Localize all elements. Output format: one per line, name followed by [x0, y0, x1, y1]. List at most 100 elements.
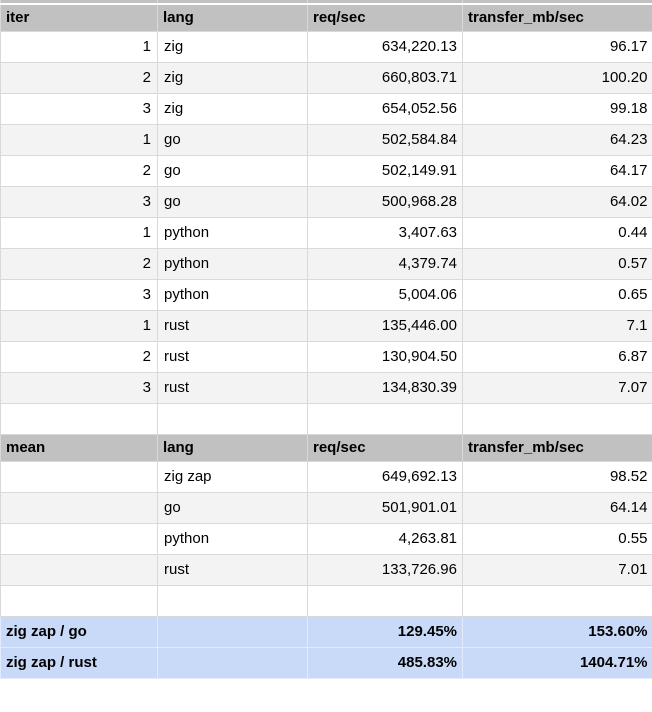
spacer-cell-req-sec[interactable] — [307, 403, 463, 435]
cell-transfer-mb-sec[interactable]: 96.17 — [462, 31, 652, 63]
cell-transfer-mb-sec[interactable]: 0.44 — [462, 217, 652, 249]
cell-req-sec[interactable]: 133,726.96 — [307, 554, 463, 586]
header-transfer-mb-sec[interactable]: transfer_mb/sec — [462, 4, 652, 32]
cell-lang[interactable] — [157, 616, 308, 648]
strip-cell-lang[interactable] — [157, 0, 308, 5]
cell-transfer-mb-sec[interactable]: 7.01 — [462, 554, 652, 586]
cell-lang[interactable]: zig — [157, 93, 308, 125]
cell-transfer-mb-sec[interactable]: 6.87 — [462, 341, 652, 373]
cell-lang[interactable]: zig zap — [157, 461, 308, 493]
spacer-cell-lang[interactable] — [157, 403, 308, 435]
header-lang[interactable]: lang — [157, 434, 308, 462]
cell-lang[interactable]: go — [157, 124, 308, 156]
cell-iter[interactable] — [0, 492, 158, 524]
header-req-sec[interactable]: req/sec — [307, 434, 463, 462]
cell-iter[interactable]: 1 — [0, 310, 158, 342]
iteration-data-row: 1 go 502,584.84 64.23 — [0, 124, 652, 156]
spacer-cell-req-sec[interactable] — [307, 585, 463, 617]
cell-transfer-mb-sec[interactable]: 98.52 — [462, 461, 652, 493]
iteration-data-row: 3 go 500,968.28 64.02 — [0, 186, 652, 218]
cell-req-sec[interactable]: 502,584.84 — [307, 124, 463, 156]
header-req-sec[interactable]: req/sec — [307, 4, 463, 32]
cell-transfer-mb-sec[interactable]: 64.23 — [462, 124, 652, 156]
cell-iter[interactable]: 1 — [0, 31, 158, 63]
cell-req-sec[interactable]: 4,379.74 — [307, 248, 463, 280]
cell-iter[interactable]: zig zap / rust — [0, 647, 158, 679]
cell-lang[interactable]: go — [157, 186, 308, 218]
cell-lang[interactable]: python — [157, 248, 308, 280]
cell-transfer-mb-sec[interactable]: 1404.71% — [462, 647, 652, 679]
cell-iter[interactable]: 2 — [0, 155, 158, 187]
cell-transfer-mb-sec[interactable]: 64.14 — [462, 492, 652, 524]
cell-req-sec[interactable]: 654,052.56 — [307, 93, 463, 125]
cell-lang[interactable]: go — [157, 492, 308, 524]
cell-transfer-mb-sec[interactable]: 99.18 — [462, 93, 652, 125]
cell-iter[interactable]: 3 — [0, 372, 158, 404]
cell-iter[interactable]: 3 — [0, 93, 158, 125]
cell-iter[interactable]: 3 — [0, 186, 158, 218]
spacer-cell-transfer-mb-sec[interactable] — [462, 585, 652, 617]
cell-req-sec[interactable]: 500,968.28 — [307, 186, 463, 218]
cell-lang[interactable]: zig — [157, 31, 308, 63]
cell-req-sec[interactable]: 130,904.50 — [307, 341, 463, 373]
cell-transfer-mb-sec[interactable]: 64.02 — [462, 186, 652, 218]
iteration-data-row: 3 python 5,004.06 0.65 — [0, 279, 652, 311]
header-iter[interactable]: iter — [0, 4, 158, 32]
cell-transfer-mb-sec[interactable]: 7.1 — [462, 310, 652, 342]
cell-iter[interactable]: 1 — [0, 124, 158, 156]
cell-transfer-mb-sec[interactable]: 100.20 — [462, 62, 652, 94]
cell-req-sec[interactable]: 135,446.00 — [307, 310, 463, 342]
cell-lang[interactable]: python — [157, 217, 308, 249]
benchmark-spreadsheet: iter lang req/sec transfer_mb/sec 1 zig 634,22… — [0, 0, 652, 679]
cell-iter[interactable]: 1 — [0, 217, 158, 249]
header-transfer-mb-sec[interactable]: transfer_mb/sec — [462, 434, 652, 462]
strip-cell-iter[interactable] — [0, 0, 158, 5]
cell-transfer-mb-sec[interactable]: 0.55 — [462, 523, 652, 555]
cell-lang[interactable]: rust — [157, 310, 308, 342]
cell-transfer-mb-sec[interactable]: 153.60% — [462, 616, 652, 648]
cell-iter[interactable] — [0, 461, 158, 493]
cell-req-sec[interactable]: 4,263.81 — [307, 523, 463, 555]
cell-lang[interactable]: zig — [157, 62, 308, 94]
spacer-row — [0, 585, 652, 617]
cell-req-sec[interactable]: 660,803.71 — [307, 62, 463, 94]
cell-req-sec[interactable]: 634,220.13 — [307, 31, 463, 63]
header-iter[interactable]: mean — [0, 434, 158, 462]
header-lang[interactable]: lang — [157, 4, 308, 32]
cell-lang[interactable]: go — [157, 155, 308, 187]
cell-lang[interactable]: rust — [157, 341, 308, 373]
cell-req-sec[interactable]: 501,901.01 — [307, 492, 463, 524]
cell-lang[interactable] — [157, 647, 308, 679]
cell-lang[interactable]: python — [157, 279, 308, 311]
strip-cell-transfer-mb-sec[interactable] — [462, 0, 652, 5]
cell-iter[interactable]: 3 — [0, 279, 158, 311]
iteration-data-row: 2 rust 130,904.50 6.87 — [0, 341, 652, 373]
cell-iter[interactable]: 2 — [0, 341, 158, 373]
spacer-cell-transfer-mb-sec[interactable] — [462, 403, 652, 435]
cell-iter[interactable] — [0, 523, 158, 555]
spacer-cell-iter[interactable] — [0, 585, 158, 617]
cell-iter[interactable] — [0, 554, 158, 586]
cell-lang[interactable]: rust — [157, 372, 308, 404]
cell-req-sec[interactable]: 502,149.91 — [307, 155, 463, 187]
spacer-cell-lang[interactable] — [157, 585, 308, 617]
cell-transfer-mb-sec[interactable]: 7.07 — [462, 372, 652, 404]
cell-req-sec[interactable]: 485.83% — [307, 647, 463, 679]
cell-lang[interactable]: python — [157, 523, 308, 555]
partial-row-strip — [0, 0, 652, 5]
cell-iter[interactable]: zig zap / go — [0, 616, 158, 648]
cell-transfer-mb-sec[interactable]: 0.65 — [462, 279, 652, 311]
cell-lang[interactable]: rust — [157, 554, 308, 586]
cell-req-sec[interactable]: 3,407.63 — [307, 217, 463, 249]
strip-cell-req-sec[interactable] — [307, 0, 463, 5]
cell-transfer-mb-sec[interactable]: 0.57 — [462, 248, 652, 280]
cell-iter[interactable]: 2 — [0, 248, 158, 280]
cell-req-sec[interactable]: 5,004.06 — [307, 279, 463, 311]
cell-req-sec[interactable]: 129.45% — [307, 616, 463, 648]
iteration-data-row: 1 rust 135,446.00 7.1 — [0, 310, 652, 342]
cell-transfer-mb-sec[interactable]: 64.17 — [462, 155, 652, 187]
cell-req-sec[interactable]: 134,830.39 — [307, 372, 463, 404]
cell-iter[interactable]: 2 — [0, 62, 158, 94]
cell-req-sec[interactable]: 649,692.13 — [307, 461, 463, 493]
spacer-cell-iter[interactable] — [0, 403, 158, 435]
